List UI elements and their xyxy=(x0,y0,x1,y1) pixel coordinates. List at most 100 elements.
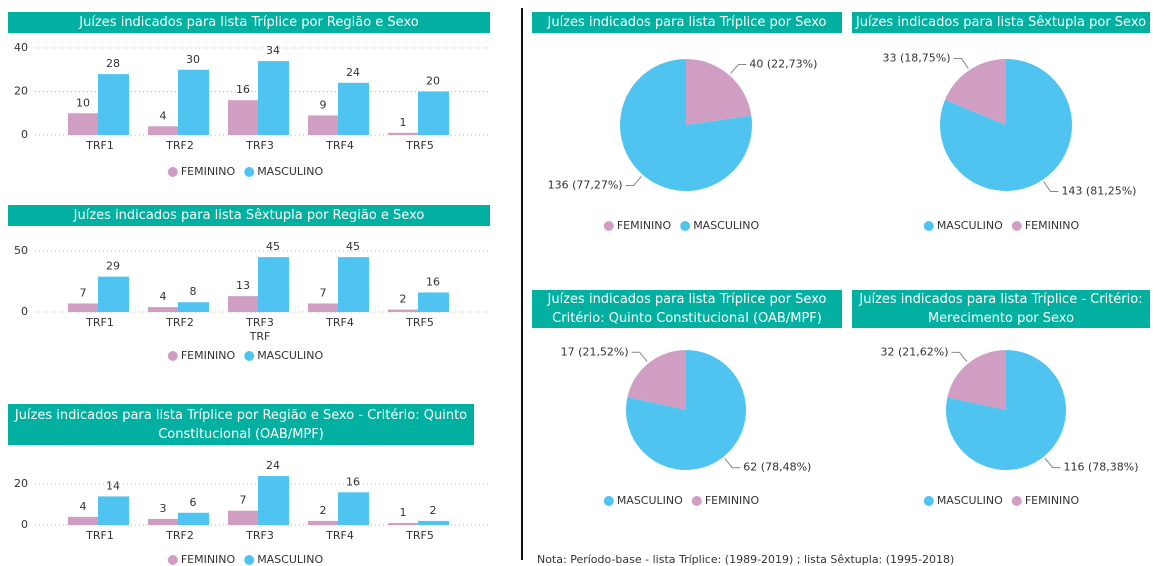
legend-swatch xyxy=(691,496,702,506)
legend-label: MASCULINO xyxy=(257,553,323,566)
legend-swatch xyxy=(167,351,178,361)
bar xyxy=(308,303,339,312)
data-label: 24 xyxy=(346,66,360,79)
leader-line xyxy=(953,57,969,69)
y-tick-label: 40 xyxy=(14,41,28,54)
data-label: 7 xyxy=(240,494,247,507)
chart-title: Juízes indicados para lista Tríplice - C… xyxy=(852,290,1150,328)
leader-line xyxy=(730,64,747,74)
legend-label: FEMININO xyxy=(1025,219,1080,232)
legend-swatch xyxy=(923,496,934,506)
bar xyxy=(418,520,449,525)
data-label: 33 (18,75%) xyxy=(883,51,951,64)
data-label: 6 xyxy=(190,496,197,509)
legend-label: FEMININO xyxy=(617,219,672,232)
pie-slice xyxy=(947,350,1006,410)
legend-swatch xyxy=(244,351,255,361)
legend-swatch xyxy=(603,221,614,231)
data-label: 34 xyxy=(266,44,280,57)
y-tick-label: 0 xyxy=(21,305,28,318)
x-tick-label: TRF2 xyxy=(165,139,194,152)
legend-label: MASCULINO xyxy=(617,494,683,507)
bar xyxy=(148,518,179,525)
bar xyxy=(258,257,289,312)
legend-label: FEMININO xyxy=(1025,494,1080,507)
bar xyxy=(68,303,99,312)
bar xyxy=(308,520,339,525)
pie-slice xyxy=(627,350,686,410)
data-label: 7 xyxy=(80,286,87,299)
bar xyxy=(228,510,259,525)
y-tick-label: 20 xyxy=(14,85,28,98)
leader-line xyxy=(625,176,642,186)
x-tick-label: TRF4 xyxy=(325,139,354,152)
y-tick-label: 50 xyxy=(14,244,28,257)
data-label: 32 (21,62%) xyxy=(880,345,948,358)
data-label: 62 (78,48%) xyxy=(743,461,811,474)
chart-title: Juízes indicados para lista Tríplice por… xyxy=(8,12,490,33)
legend-swatch xyxy=(923,221,934,231)
x-tick-label: TRF5 xyxy=(405,529,434,542)
bar xyxy=(388,522,419,525)
data-label: 8 xyxy=(190,285,197,298)
x-tick-label: TRF5 xyxy=(405,139,434,152)
bar xyxy=(68,113,99,135)
bar xyxy=(98,276,129,312)
note: Nota: Período-base - lista Tríplice: (19… xyxy=(537,553,955,566)
pie-slice xyxy=(940,59,1073,191)
data-label: 4 xyxy=(160,290,167,303)
x-tick-label: TRF1 xyxy=(85,316,114,329)
x-tick-label: TRF4 xyxy=(325,529,354,542)
bar xyxy=(308,115,339,135)
data-label: 3 xyxy=(160,502,167,515)
data-label: 16 xyxy=(426,275,440,288)
legend-label: MASCULINO xyxy=(257,349,323,362)
data-label: 29 xyxy=(106,260,120,273)
data-label: 1 xyxy=(400,116,407,129)
legend-label: FEMININO xyxy=(705,494,760,507)
bar xyxy=(148,307,179,312)
legend-label: FEMININO xyxy=(181,349,236,362)
legend-swatch xyxy=(603,496,614,506)
x-tick-label: TRF3 xyxy=(245,316,274,329)
legend-label: MASCULINO xyxy=(257,165,323,178)
bar xyxy=(338,82,369,135)
pie-slice xyxy=(620,59,752,191)
bar xyxy=(338,257,369,312)
bar xyxy=(178,69,209,135)
leader-line xyxy=(631,351,648,362)
data-label: 13 xyxy=(236,279,250,292)
data-label: 2 xyxy=(430,504,437,517)
y-tick-label: 0 xyxy=(21,518,28,531)
y-tick-label: 0 xyxy=(21,128,28,141)
bar xyxy=(258,61,289,135)
chart-title: Juízes indicados para lista Sêxtupla por… xyxy=(8,205,490,226)
legend-swatch xyxy=(680,221,691,231)
x-tick-label: TRF2 xyxy=(165,529,194,542)
data-label: 45 xyxy=(266,240,280,253)
data-label: 116 (78,38%) xyxy=(1063,461,1138,474)
legend-label: MASCULINO xyxy=(937,494,1003,507)
data-label: 2 xyxy=(320,504,327,517)
x-tick-label: TRF4 xyxy=(325,316,354,329)
legend-swatch xyxy=(167,167,178,177)
legend-label: FEMININO xyxy=(181,553,236,566)
chart-title: Juízes indicados para lista Tríplice por… xyxy=(532,12,842,33)
data-label: 4 xyxy=(80,500,87,513)
x-tick-label: TRF1 xyxy=(85,529,114,542)
data-label: 14 xyxy=(106,479,120,492)
bar xyxy=(228,296,259,312)
bar xyxy=(418,292,449,312)
data-label: 45 xyxy=(346,240,360,253)
leader-line xyxy=(724,458,741,469)
chart-title: Juízes indicados para lista Sêxtupla por… xyxy=(852,12,1150,33)
data-label: 143 (81,25%) xyxy=(1061,185,1136,198)
bar xyxy=(178,302,209,312)
legend-swatch xyxy=(167,555,178,565)
leader-line xyxy=(1044,457,1061,469)
data-label: 136 (77,27%) xyxy=(548,178,623,191)
data-label: 28 xyxy=(106,57,120,70)
x-axis-label: TRF xyxy=(249,330,271,343)
